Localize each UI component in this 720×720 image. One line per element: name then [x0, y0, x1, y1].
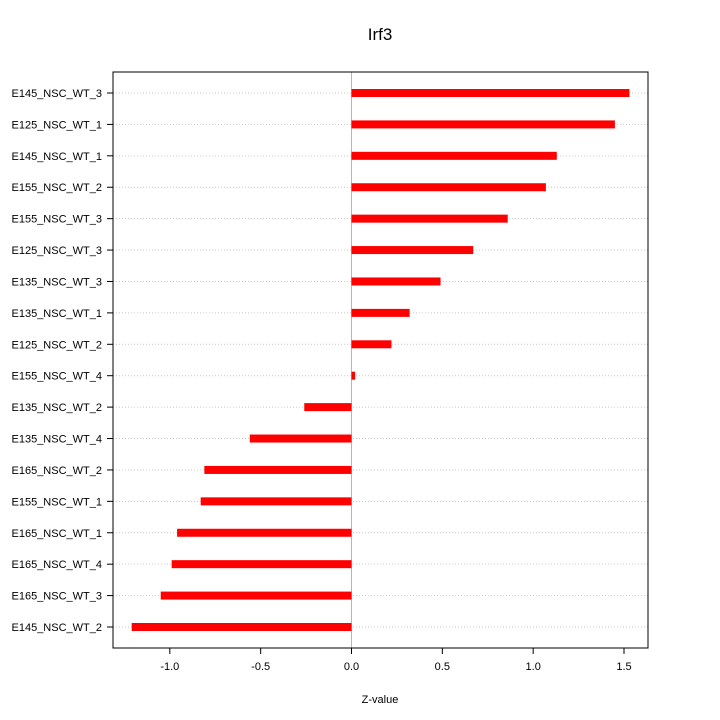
bar	[177, 528, 352, 537]
x-tick-label: 1.5	[616, 661, 631, 673]
y-tick-label: E155_NSC_WT_3	[12, 214, 103, 226]
bar	[160, 591, 352, 600]
bar	[351, 89, 630, 97]
y-tick-label: E125_NSC_WT_1	[12, 119, 103, 131]
x-axis-label: Z-value	[362, 694, 399, 706]
grid-lines	[113, 92, 648, 628]
bar	[351, 246, 474, 255]
bar	[351, 214, 508, 223]
bar	[351, 120, 615, 129]
x-tick-label: 0.0	[344, 661, 359, 673]
x-tick-label: 0.5	[435, 661, 450, 673]
y-tick-label: E135_NSC_WT_1	[12, 308, 103, 320]
x-tick-label: -1.0	[160, 661, 179, 673]
bar	[351, 277, 441, 286]
bars	[131, 89, 630, 631]
bar	[171, 560, 352, 569]
y-tick-label: E165_NSC_WT_3	[12, 591, 103, 603]
chart-title: Irf3	[368, 25, 393, 44]
x-axis: -1.0 -0.5 0.0 0.5 1.0 1.5	[160, 648, 632, 673]
y-tick-label: E165_NSC_WT_1	[12, 528, 103, 540]
y-tick-label: E135_NSC_WT_4	[12, 434, 103, 446]
y-tick-label: E135_NSC_WT_3	[12, 276, 103, 288]
bar	[351, 340, 392, 349]
y-tick-labels: E145_NSC_WT_3 E125_NSC_WT_1 E145_NSC_WT_1 E…	[12, 88, 113, 634]
plot-frame	[112, 71, 649, 649]
y-tick-label: E155_NSC_WT_1	[12, 496, 103, 508]
y-tick-label: E145_NSC_WT_1	[12, 151, 103, 163]
bar	[131, 623, 352, 631]
bar	[351, 151, 557, 160]
y-tick-label: E165_NSC_WT_4	[12, 559, 103, 571]
bar	[204, 465, 352, 474]
bar	[351, 308, 410, 317]
bar	[249, 434, 352, 443]
y-tick-label: E155_NSC_WT_4	[12, 371, 103, 383]
y-tick-label: E145_NSC_WT_2	[12, 622, 103, 634]
x-tick-label: -0.5	[251, 661, 270, 673]
bar	[351, 183, 546, 192]
y-tick-label: E125_NSC_WT_2	[12, 339, 103, 351]
x-tick-label: 1.0	[526, 661, 541, 673]
y-tick-label: E165_NSC_WT_2	[12, 465, 103, 477]
bar	[304, 403, 352, 412]
y-tick-label: E135_NSC_WT_2	[12, 402, 103, 414]
bar	[200, 497, 352, 506]
y-tick-label: E155_NSC_WT_2	[12, 182, 103, 194]
bar	[351, 371, 356, 380]
y-tick-label: E145_NSC_WT_3	[12, 88, 103, 100]
y-tick-label: E125_NSC_WT_3	[12, 245, 103, 257]
